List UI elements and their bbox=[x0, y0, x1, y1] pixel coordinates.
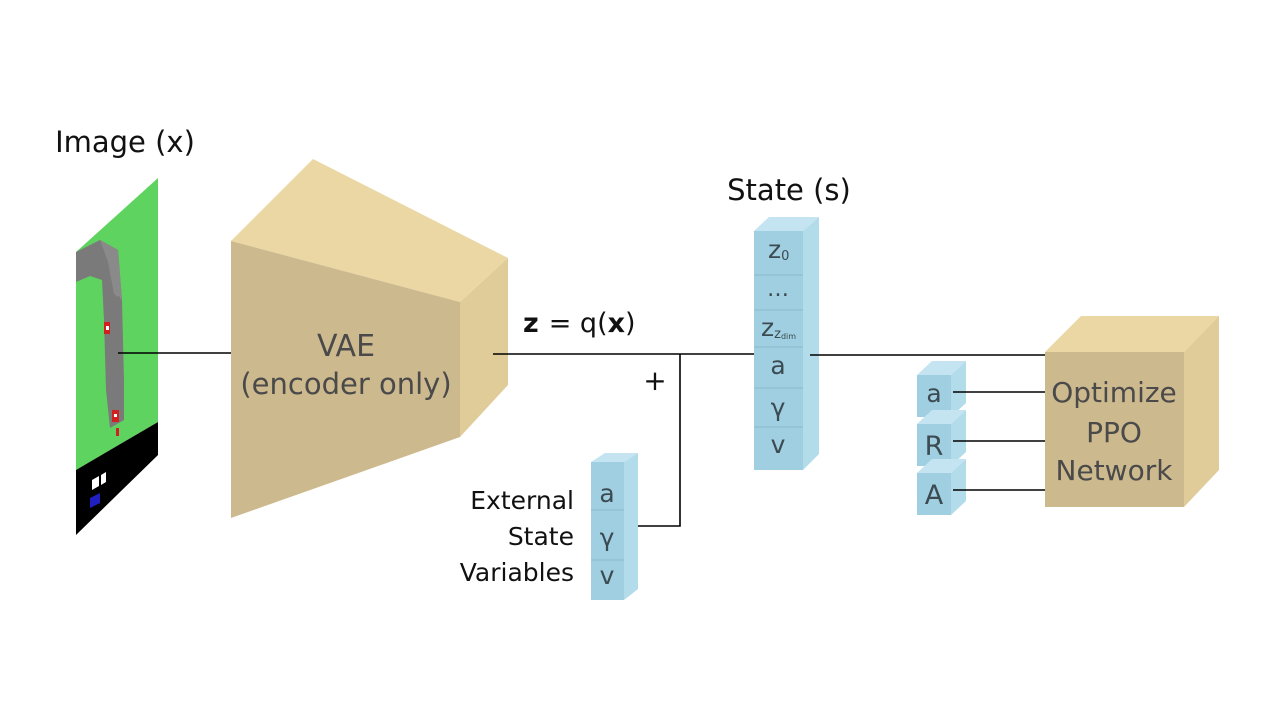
state-cell-gamma: γ bbox=[771, 393, 786, 422]
latent-eq: = q( bbox=[549, 308, 608, 339]
ppo-title-line1: Optimize bbox=[1051, 376, 1177, 409]
external-cell-v: v bbox=[600, 561, 615, 590]
external-label-line2: State bbox=[508, 522, 574, 551]
latent-z: z bbox=[523, 308, 539, 339]
latent-x: x bbox=[608, 308, 625, 339]
ppo-network-block bbox=[1045, 316, 1219, 507]
state-cell-zdim: zzdim bbox=[761, 313, 796, 342]
latent-equation: z = q(x) bbox=[523, 308, 636, 339]
image-label: Image (x) bbox=[55, 125, 195, 159]
state-cell-v: v bbox=[771, 430, 786, 459]
state-cell-a: a bbox=[770, 351, 785, 380]
external-label-line3: Variables bbox=[460, 558, 574, 587]
ppo-input-a-box bbox=[917, 361, 966, 417]
ppo-title-line3: Network bbox=[1056, 454, 1174, 487]
vae-block bbox=[231, 159, 508, 518]
external-cell-a: a bbox=[599, 479, 614, 508]
external-label-line1: External bbox=[470, 486, 574, 515]
vae-title: VAE bbox=[317, 329, 375, 364]
state-stack bbox=[754, 217, 819, 470]
latent-close: ) bbox=[625, 308, 636, 339]
vae-subtitle: (encoder only) bbox=[240, 367, 451, 401]
ppo-input-a: a bbox=[926, 379, 941, 408]
external-state-stack bbox=[591, 453, 638, 600]
ppo-input-adv: A bbox=[925, 480, 944, 511]
ppo-title-line2: PPO bbox=[1086, 416, 1142, 449]
external-cell-gamma: γ bbox=[600, 523, 615, 552]
external-join-connector bbox=[632, 354, 681, 527]
state-label: State (s) bbox=[727, 173, 851, 207]
state-cell-z0: z0 bbox=[768, 235, 789, 264]
plus-sign: + bbox=[643, 364, 666, 397]
state-cell-ellipsis: … bbox=[767, 277, 789, 302]
game-frame-image bbox=[76, 178, 158, 535]
ppo-input-r: R bbox=[925, 431, 944, 462]
ppo-input-adv-box bbox=[917, 459, 966, 515]
